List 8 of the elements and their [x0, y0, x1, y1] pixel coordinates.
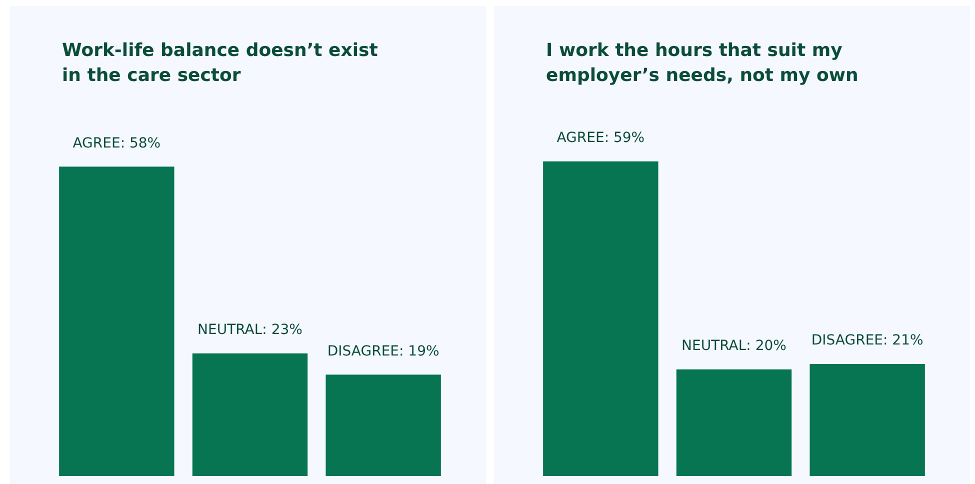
data-label: NEUTRAL: 20% — [682, 338, 786, 354]
chart-title: I work the hours that suit my employer’s needs, not my own — [546, 39, 860, 88]
data-label: AGREE: 59% — [556, 130, 645, 146]
data-label: NEUTRAL: 23% — [198, 322, 302, 338]
data-label: DISAGREE: 21% — [811, 332, 924, 349]
data-label: DISAGREE: 19% — [327, 343, 440, 360]
data-label: AGREE: 58% — [72, 135, 161, 152]
chart-title: Work-life balance doesn’t exist in the care sector — [62, 39, 379, 88]
